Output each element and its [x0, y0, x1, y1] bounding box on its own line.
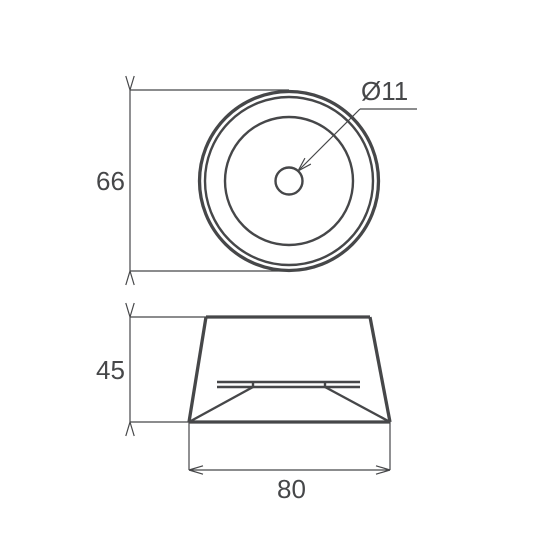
- dim-45: 45: [96, 355, 125, 385]
- dim-66: 66: [96, 166, 125, 196]
- dim-11: Ø11: [361, 76, 408, 106]
- dim-80: 80: [277, 474, 306, 504]
